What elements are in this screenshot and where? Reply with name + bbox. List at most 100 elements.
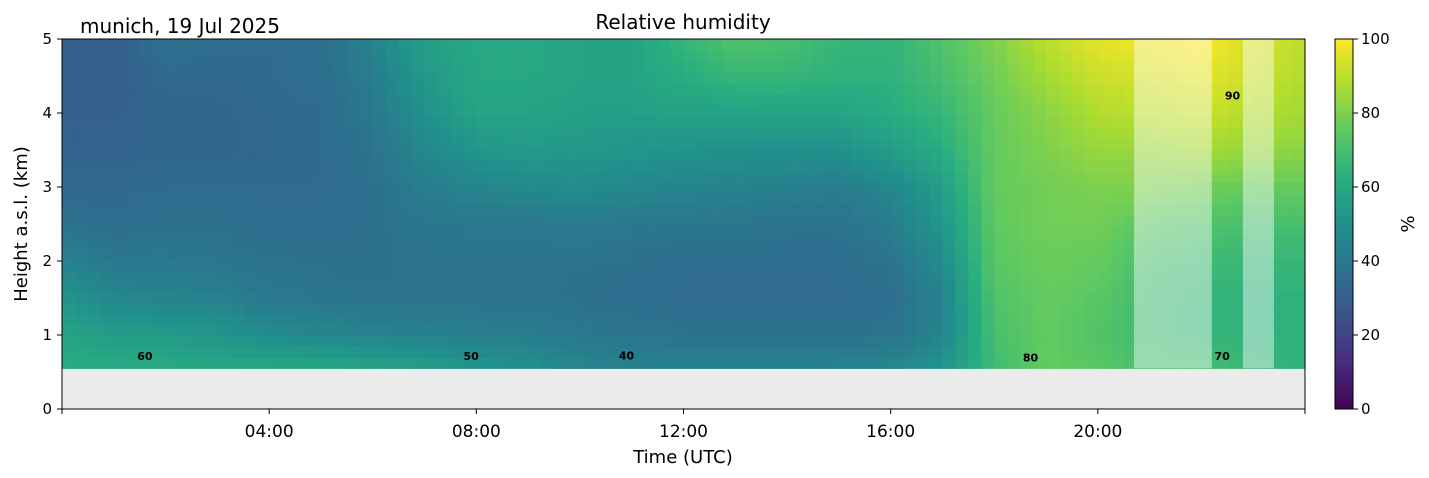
heatmap-cell bbox=[567, 259, 581, 271]
heatmap-cell bbox=[722, 94, 736, 106]
heatmap-cell bbox=[191, 291, 205, 303]
heatmap-cell bbox=[1292, 302, 1306, 314]
heatmap-cell bbox=[256, 313, 270, 325]
heatmap-cell bbox=[787, 226, 801, 238]
heatmap-cell bbox=[179, 72, 193, 84]
heatmap-cell bbox=[917, 83, 931, 95]
heatmap-cell bbox=[425, 324, 439, 336]
heatmap-cell bbox=[269, 302, 283, 314]
heatmap-cell bbox=[942, 138, 956, 150]
heatmap-cell bbox=[748, 138, 762, 150]
heatmap-cell bbox=[735, 291, 749, 303]
heatmap-cell bbox=[632, 291, 646, 303]
heatmap-cell bbox=[243, 138, 257, 150]
heatmap-cell bbox=[75, 193, 89, 205]
heatmap-cell bbox=[606, 324, 620, 336]
heatmap-cell bbox=[62, 215, 76, 227]
heatmap-cell bbox=[722, 138, 736, 150]
heatmap-cell bbox=[1046, 83, 1060, 95]
heatmap-cell bbox=[217, 226, 231, 238]
heatmap-cell bbox=[826, 313, 840, 325]
heatmap-cell bbox=[230, 171, 244, 183]
heatmap-cell bbox=[1111, 72, 1125, 84]
heatmap-cell bbox=[619, 116, 633, 128]
x-tick-label: 16:00 bbox=[866, 422, 915, 442]
heatmap-cell bbox=[774, 270, 788, 282]
heatmap-cell bbox=[904, 313, 918, 325]
heatmap-cell bbox=[75, 61, 89, 73]
heatmap-cell bbox=[800, 149, 814, 161]
heatmap-cell bbox=[684, 280, 698, 292]
heatmap-cell bbox=[1020, 72, 1034, 84]
heatmap-cell bbox=[994, 116, 1008, 128]
heatmap-cell bbox=[489, 313, 503, 325]
heatmap-cell bbox=[826, 171, 840, 183]
heatmap-cell bbox=[917, 237, 931, 249]
heatmap-cell bbox=[541, 94, 555, 106]
heatmap-cell bbox=[62, 259, 76, 271]
heatmap-layer bbox=[62, 39, 1306, 369]
heatmap-cell bbox=[878, 39, 892, 51]
heatmap-cell bbox=[787, 61, 801, 73]
heatmap-cell bbox=[1085, 280, 1099, 292]
heatmap-cell bbox=[1085, 193, 1099, 205]
heatmap-cell bbox=[243, 270, 257, 282]
heatmap-cell bbox=[386, 324, 400, 336]
heatmap-cell bbox=[114, 50, 128, 62]
heatmap-cell bbox=[1111, 160, 1125, 172]
heatmap-cell bbox=[425, 127, 439, 139]
heatmap-cell bbox=[774, 215, 788, 227]
heatmap-cell bbox=[1292, 149, 1306, 161]
heatmap-cell bbox=[684, 149, 698, 161]
heatmap-cell bbox=[1098, 248, 1112, 260]
heatmap-cell bbox=[386, 127, 400, 139]
heatmap-cell bbox=[955, 237, 969, 249]
heatmap-cell bbox=[425, 291, 439, 303]
heatmap-cell bbox=[62, 116, 76, 128]
heatmap-cell bbox=[101, 215, 115, 227]
heatmap-cell bbox=[1111, 237, 1125, 249]
heatmap-cell bbox=[502, 248, 516, 260]
heatmap-cell bbox=[88, 116, 102, 128]
heatmap-cell bbox=[334, 72, 348, 84]
heatmap-cell bbox=[606, 83, 620, 95]
heatmap-cell bbox=[1214, 248, 1228, 260]
heatmap-cell bbox=[684, 138, 698, 150]
heatmap-cell bbox=[865, 83, 879, 95]
heatmap-cell bbox=[399, 324, 413, 336]
heatmap-cell bbox=[554, 138, 568, 150]
heatmap-cell bbox=[75, 270, 89, 282]
heatmap-cell bbox=[269, 61, 283, 73]
heatmap-cell bbox=[502, 280, 516, 292]
heatmap-cell bbox=[62, 291, 76, 303]
heatmap-cell bbox=[347, 39, 361, 51]
heatmap-cell bbox=[1227, 149, 1241, 161]
heatmap-cell bbox=[1059, 39, 1073, 51]
heatmap-cell bbox=[735, 259, 749, 271]
heatmap-cell bbox=[308, 204, 322, 216]
heatmap-cell bbox=[191, 259, 205, 271]
heatmap-cell bbox=[774, 50, 788, 62]
heatmap-cell bbox=[412, 116, 426, 128]
heatmap-cell bbox=[62, 226, 76, 238]
heatmap-cell bbox=[502, 259, 516, 271]
heatmap-cell bbox=[1033, 50, 1047, 62]
heatmap-cell bbox=[1007, 83, 1021, 95]
heatmap-cell bbox=[334, 226, 348, 238]
heatmap-cell bbox=[942, 324, 956, 336]
heatmap-cell bbox=[425, 313, 439, 325]
heatmap-cell bbox=[709, 204, 723, 216]
heatmap-cell bbox=[321, 116, 335, 128]
heatmap-cell bbox=[891, 182, 905, 194]
heatmap-cell bbox=[580, 72, 594, 84]
heatmap-cell bbox=[360, 204, 374, 216]
heatmap-cell bbox=[425, 50, 439, 62]
heatmap-cell bbox=[645, 72, 659, 84]
heatmap-cell bbox=[127, 215, 141, 227]
heatmap-cell bbox=[968, 259, 982, 271]
heatmap-cell bbox=[256, 237, 270, 249]
heatmap-cell bbox=[865, 335, 879, 347]
heatmap-cell bbox=[684, 335, 698, 347]
heatmap-cell bbox=[645, 50, 659, 62]
heatmap-cell bbox=[593, 105, 607, 117]
